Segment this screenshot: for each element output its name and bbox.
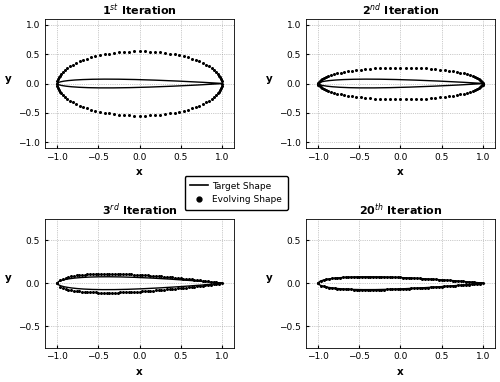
Y-axis label: y: y: [5, 73, 12, 84]
Title: 20$^{th}$ Iteration: 20$^{th}$ Iteration: [358, 201, 442, 218]
Y-axis label: y: y: [266, 73, 273, 84]
Title: 3$^{rd}$ Iteration: 3$^{rd}$ Iteration: [102, 201, 178, 218]
Y-axis label: y: y: [266, 273, 273, 283]
Legend: Target Shape, Evolving Shape: Target Shape, Evolving Shape: [184, 176, 288, 210]
Title: 2$^{nd}$ Iteration: 2$^{nd}$ Iteration: [362, 2, 440, 18]
X-axis label: x: x: [397, 167, 404, 177]
Title: 1$^{st}$ Iteration: 1$^{st}$ Iteration: [102, 2, 177, 18]
Y-axis label: y: y: [5, 273, 12, 283]
X-axis label: x: x: [136, 167, 143, 177]
X-axis label: x: x: [397, 367, 404, 377]
X-axis label: x: x: [136, 367, 143, 377]
